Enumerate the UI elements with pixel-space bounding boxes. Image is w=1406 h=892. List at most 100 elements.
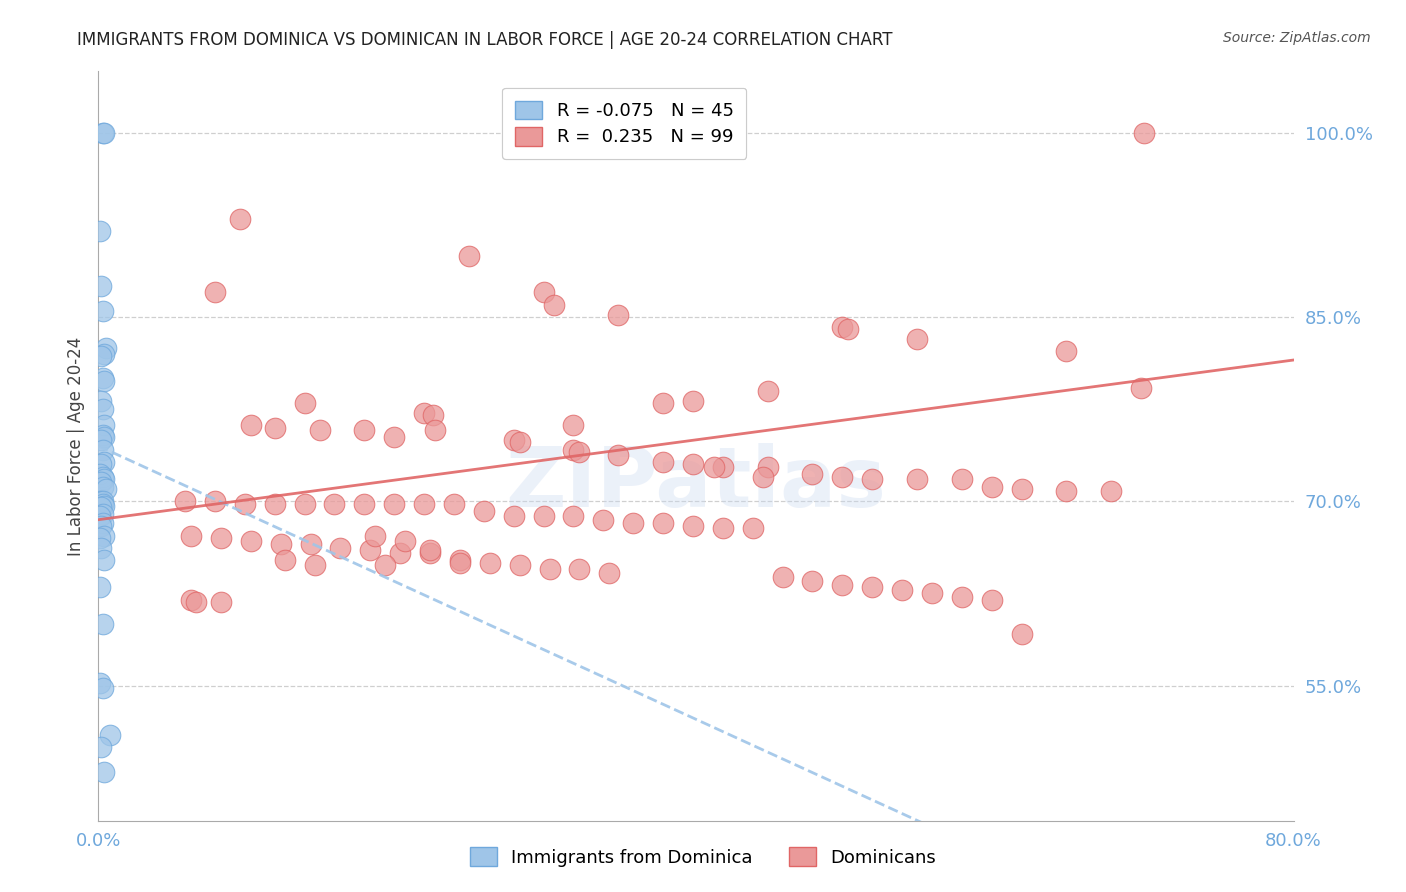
Point bbox=[91, 507, 114, 521]
Point bbox=[741, 521, 763, 535]
Point bbox=[263, 420, 285, 434]
Point bbox=[374, 558, 396, 573]
Point bbox=[91, 126, 114, 140]
Point bbox=[756, 384, 779, 398]
Point bbox=[980, 592, 1002, 607]
Point bbox=[1056, 484, 1078, 499]
Point bbox=[204, 285, 226, 300]
Point bbox=[652, 516, 675, 531]
Point bbox=[607, 308, 630, 322]
Point bbox=[389, 546, 412, 560]
Point bbox=[652, 455, 675, 469]
Point bbox=[93, 430, 115, 444]
Y-axis label: In Labor Force | Age 20-24: In Labor Force | Age 20-24 bbox=[66, 336, 84, 556]
Point bbox=[419, 543, 441, 558]
Point bbox=[308, 423, 330, 437]
Point bbox=[682, 519, 704, 533]
Point bbox=[184, 595, 207, 609]
Point bbox=[502, 508, 524, 523]
Point bbox=[304, 558, 326, 573]
Point bbox=[91, 402, 114, 417]
Point bbox=[533, 508, 555, 523]
Point bbox=[419, 546, 441, 560]
Point bbox=[98, 728, 122, 742]
Point bbox=[323, 497, 346, 511]
Point bbox=[413, 406, 436, 420]
Point bbox=[831, 469, 853, 483]
Point bbox=[860, 472, 883, 486]
Legend: Immigrants from Dominica, Dominicans: Immigrants from Dominica, Dominicans bbox=[463, 840, 943, 874]
Point bbox=[1056, 344, 1078, 359]
Point bbox=[752, 469, 775, 483]
Point bbox=[562, 418, 585, 433]
Point bbox=[1133, 126, 1156, 140]
Point bbox=[382, 430, 405, 444]
Point bbox=[239, 418, 262, 433]
Point bbox=[91, 516, 114, 531]
Point bbox=[89, 224, 111, 238]
Point bbox=[1099, 484, 1122, 499]
Point bbox=[91, 469, 114, 483]
Point bbox=[229, 211, 252, 226]
Point bbox=[562, 442, 585, 457]
Point bbox=[93, 764, 115, 779]
Point bbox=[801, 467, 824, 482]
Point bbox=[353, 497, 375, 511]
Point bbox=[1011, 482, 1033, 496]
Point bbox=[711, 459, 734, 474]
Point bbox=[921, 586, 943, 600]
Point bbox=[905, 332, 928, 346]
Point bbox=[1130, 381, 1153, 395]
Point bbox=[801, 574, 824, 588]
Point bbox=[93, 529, 115, 543]
Text: ZIPatlas: ZIPatlas bbox=[506, 443, 886, 524]
Point bbox=[93, 374, 115, 388]
Point bbox=[394, 533, 416, 548]
Point bbox=[91, 479, 114, 493]
Point bbox=[423, 423, 446, 437]
Point bbox=[382, 497, 405, 511]
Point bbox=[950, 590, 973, 604]
Point bbox=[90, 519, 112, 533]
Point bbox=[91, 442, 114, 457]
Point bbox=[89, 676, 111, 690]
Point bbox=[93, 499, 115, 513]
Point bbox=[329, 541, 352, 555]
Point bbox=[413, 497, 436, 511]
Point bbox=[607, 448, 630, 462]
Point bbox=[502, 433, 524, 447]
Point bbox=[891, 582, 914, 597]
Point bbox=[652, 396, 675, 410]
Point bbox=[950, 472, 973, 486]
Point bbox=[90, 433, 112, 447]
Point bbox=[93, 472, 115, 486]
Point bbox=[533, 285, 555, 300]
Point bbox=[89, 467, 111, 482]
Point bbox=[562, 508, 585, 523]
Point bbox=[89, 531, 111, 545]
Point bbox=[458, 249, 481, 263]
Point bbox=[274, 553, 297, 567]
Point bbox=[299, 537, 322, 551]
Point bbox=[509, 435, 531, 450]
Point bbox=[91, 497, 114, 511]
Point bbox=[478, 556, 501, 570]
Point bbox=[174, 494, 197, 508]
Point bbox=[209, 531, 232, 545]
Point bbox=[905, 472, 928, 486]
Point bbox=[91, 681, 114, 695]
Point bbox=[93, 418, 115, 433]
Point bbox=[831, 319, 853, 334]
Point bbox=[294, 396, 316, 410]
Point bbox=[592, 513, 614, 527]
Point bbox=[860, 580, 883, 594]
Point bbox=[772, 570, 794, 584]
Point bbox=[93, 455, 115, 469]
Point bbox=[294, 497, 316, 511]
Text: Source: ZipAtlas.com: Source: ZipAtlas.com bbox=[1223, 31, 1371, 45]
Point bbox=[449, 556, 471, 570]
Point bbox=[89, 508, 111, 523]
Point bbox=[90, 393, 112, 408]
Point bbox=[270, 537, 292, 551]
Point bbox=[91, 617, 114, 632]
